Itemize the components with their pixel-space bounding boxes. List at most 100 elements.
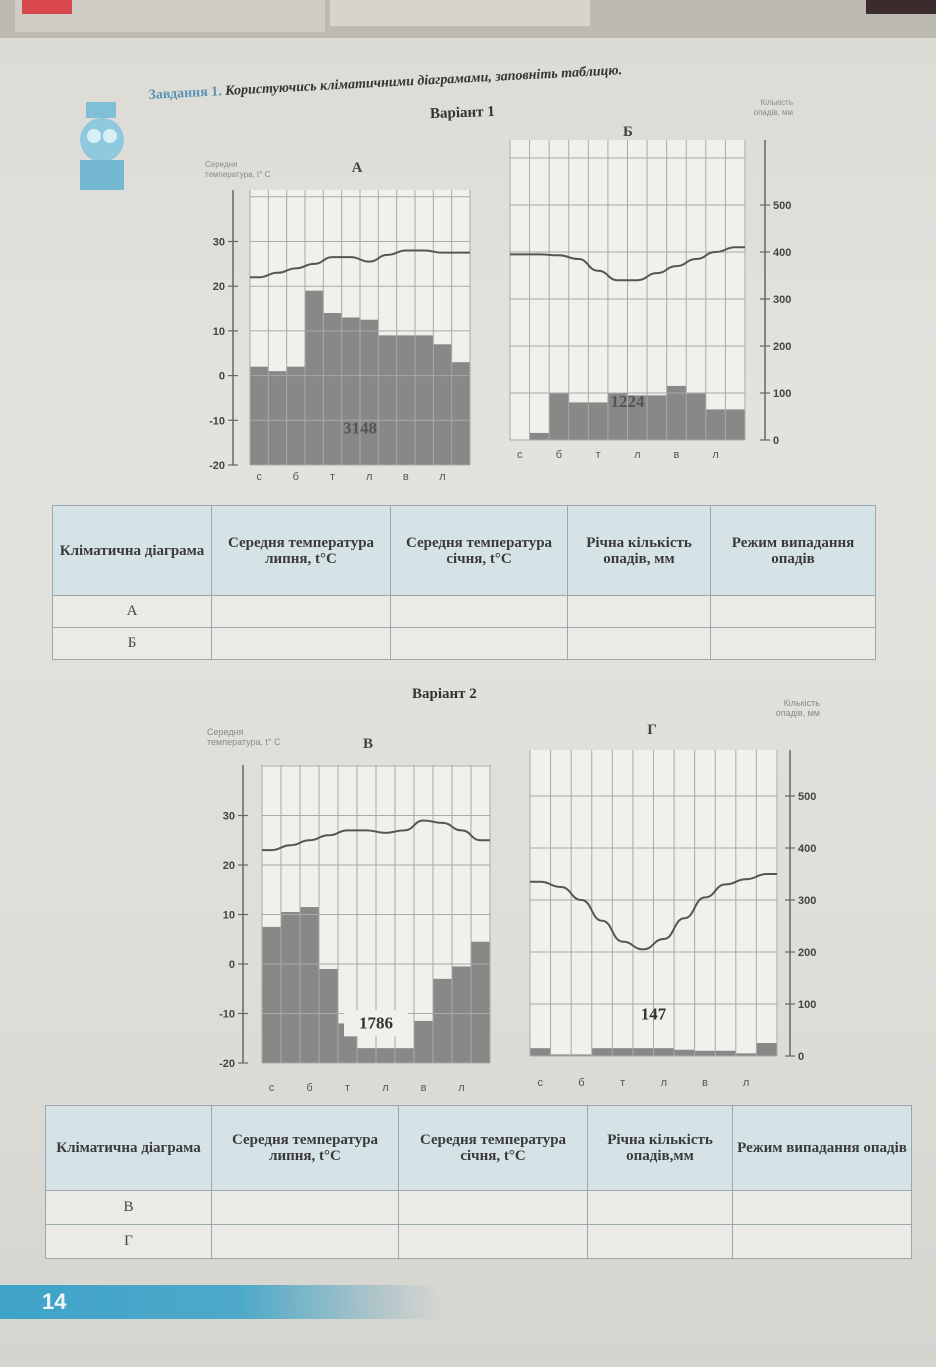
y-tick-label: -10	[209, 415, 225, 427]
precipitation-bar	[607, 393, 628, 440]
answer-cell[interactable]	[398, 1190, 588, 1225]
y-tick-label: 10	[223, 910, 235, 922]
answer-cell[interactable]	[390, 595, 568, 628]
y-tick-label: 10	[213, 326, 225, 338]
y-tick-label: 100	[773, 388, 791, 400]
precipitation-bar	[323, 313, 342, 465]
y-tick-label: -20	[209, 460, 225, 472]
header-cell: Середня температура січня, t°C	[398, 1105, 588, 1191]
precipitation-bar	[653, 1048, 675, 1056]
annual-precipitation-label: 147	[641, 1005, 667, 1024]
chart-title: Б	[623, 124, 633, 140]
month-label: л	[712, 449, 718, 461]
y-tick-label: 20	[223, 860, 235, 872]
y-tick-label: 500	[798, 791, 816, 803]
precipitation-bar	[378, 335, 397, 465]
precipitation-bar	[647, 395, 667, 440]
answer-cell[interactable]	[567, 627, 711, 660]
precipitation-axis-label-b: Кількість опадів, мм	[753, 98, 793, 117]
precipitation-bar	[705, 409, 726, 440]
annual-precipitation-label: 1224	[611, 392, 646, 411]
answer-cell[interactable]	[567, 595, 711, 628]
precipitation-bar	[305, 290, 324, 465]
chart-title: А	[352, 160, 363, 176]
mascot-owl-icon	[80, 102, 124, 190]
month-label: т	[345, 1082, 350, 1094]
header-cell: Середня температура липня, t°C	[211, 505, 391, 596]
y-tick-label: 0	[229, 959, 235, 971]
precipitation-axis-label-g: Кількість опадів, мм	[775, 698, 820, 718]
answer-cell[interactable]	[587, 1224, 733, 1259]
precipitation-bar	[591, 1048, 613, 1056]
header-cell: Режим випадання опадів	[732, 1105, 912, 1191]
precipitation-bar	[262, 926, 281, 1063]
answer-cell[interactable]	[211, 595, 391, 628]
precipitation-bar	[715, 1050, 736, 1056]
precipitation-bar	[612, 1048, 633, 1056]
precipitation-bar	[414, 1020, 433, 1063]
month-label: с	[517, 449, 523, 461]
table-row: В	[45, 1190, 912, 1225]
answer-cell[interactable]	[732, 1190, 912, 1225]
answer-cell[interactable]	[710, 627, 876, 660]
precipitation-bar	[286, 366, 305, 465]
precipitation-bar	[694, 1050, 716, 1056]
month-label: л	[661, 1077, 667, 1089]
month-label: б	[293, 471, 299, 483]
precipitation-bar	[357, 1048, 376, 1063]
precipitation-bar	[396, 335, 415, 465]
row-label: В	[45, 1190, 212, 1225]
month-label: л	[743, 1077, 749, 1089]
y-tick-label: 30	[223, 811, 235, 823]
row-label: Б	[52, 627, 212, 660]
month-label: в	[702, 1077, 708, 1089]
chart-title: Г	[647, 722, 657, 738]
table-variant-1: Кліматична діаграма Середня температура …	[52, 505, 876, 660]
header-cell: Кліматична діаграма	[52, 505, 212, 596]
month-label: в	[421, 1082, 427, 1094]
answer-cell[interactable]	[390, 627, 568, 660]
annual-label-background	[344, 1010, 408, 1037]
precipitation-bar	[735, 1053, 757, 1056]
month-label: б	[578, 1077, 584, 1089]
precipitation-bar	[756, 1043, 777, 1056]
y-tick-label: 30	[213, 237, 225, 249]
answer-cell[interactable]	[211, 1190, 399, 1225]
answer-cell[interactable]	[587, 1190, 733, 1225]
precipitation-bar	[666, 385, 687, 440]
month-label: с	[256, 471, 262, 483]
answer-cell[interactable]	[732, 1224, 912, 1259]
month-label: в	[403, 471, 409, 483]
precipitation-bar	[433, 978, 452, 1063]
month-label: т	[620, 1077, 625, 1089]
table-variant-2: Кліматична діаграма Середня температура …	[45, 1105, 912, 1259]
y-tick-label: 200	[798, 947, 816, 959]
month-label: л	[634, 449, 640, 461]
precipitation-bar	[529, 432, 550, 440]
temperature-line	[510, 246, 745, 282]
precipitation-bar	[341, 317, 360, 465]
header-cell: Кліматична діаграма	[45, 1105, 212, 1191]
header-cell: Середня температура січня, t°C	[390, 505, 568, 596]
precipitation-bar	[395, 1048, 414, 1063]
precipitation-bar	[433, 344, 452, 465]
answer-cell[interactable]	[211, 1224, 399, 1259]
page-footer-bar	[0, 1285, 440, 1319]
row-label: А	[52, 595, 212, 628]
precipitation-bar	[415, 335, 434, 465]
precipitation-bar	[530, 1048, 551, 1056]
annual-precipitation-label: 1786	[359, 1013, 393, 1032]
precipitation-bar	[550, 1054, 572, 1056]
y-tick-label: 300	[773, 294, 791, 306]
background-object	[866, 0, 936, 14]
annual-precipitation-label: 3148	[343, 419, 377, 438]
y-tick-label: 300	[798, 895, 816, 907]
y-tick-label: 20	[213, 281, 225, 293]
answer-cell[interactable]	[710, 595, 876, 628]
answer-cell[interactable]	[211, 627, 391, 660]
temperature-line	[530, 873, 777, 951]
table-row: Б	[52, 627, 876, 660]
answer-cell[interactable]	[398, 1224, 588, 1259]
precipitation-bar	[300, 907, 319, 1063]
precipitation-bar	[360, 319, 379, 465]
